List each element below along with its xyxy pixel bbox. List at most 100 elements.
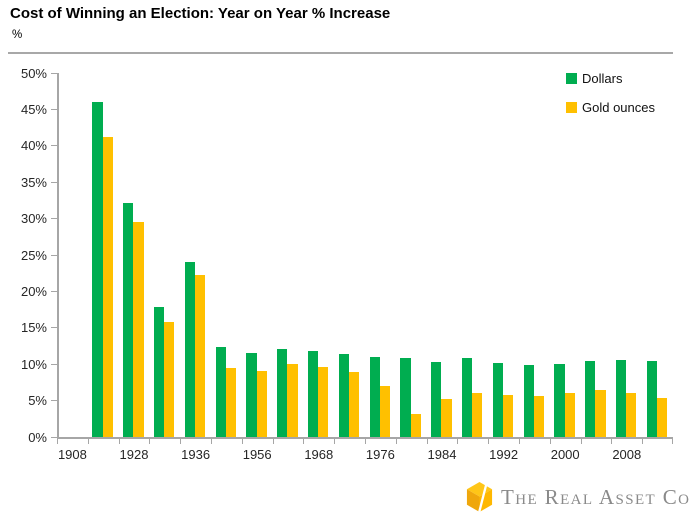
x-axis-tick [580, 439, 582, 444]
x-axis-tick-label: 1936 [181, 447, 211, 462]
y-axis-tick [51, 218, 57, 220]
x-axis-tick [272, 439, 274, 444]
x-axis-tick [642, 439, 644, 444]
x-axis-tick [334, 439, 336, 444]
x-axis-tick-label: 1956 [242, 447, 272, 462]
bar-gold-ounces-18 [626, 393, 637, 437]
bar-dollars-18 [616, 359, 627, 437]
y-axis-tick-label: 5% [28, 393, 47, 409]
x-axis-tick-label: 1908 [57, 447, 87, 462]
y-axis-line [57, 73, 59, 437]
x-axis-tick [457, 439, 459, 444]
bar-gold-ounces-3 [164, 321, 175, 437]
x-axis-tick [118, 439, 120, 444]
bar-dollars-5 [215, 346, 226, 437]
x-axis-tick [303, 439, 305, 444]
bar-dollars-14 [492, 362, 503, 437]
legend-item-dollars: Dollars [566, 70, 655, 86]
x-axis-tick-label: 1976 [365, 447, 395, 462]
bar-gold-ounces-11 [410, 413, 421, 437]
x-axis-tick-label: 1992 [489, 447, 519, 462]
bar-dollars-17 [585, 361, 596, 437]
bar-gold-ounces-6 [256, 371, 267, 437]
bar-dollars-19 [646, 361, 657, 437]
bar-dollars-10 [369, 356, 380, 437]
brand-name: The Real Asset Co [501, 484, 691, 509]
bar-gold-ounces-2 [133, 222, 144, 437]
bar-dollars-16 [554, 364, 565, 437]
y-axis-unit-label: % [12, 29, 23, 41]
x-axis-tick [426, 439, 428, 444]
x-axis-tick [241, 439, 243, 444]
legend: Dollars Gold ounces [566, 70, 655, 128]
x-axis-tick [488, 439, 490, 444]
legend-label-gold-ounces: Gold ounces [582, 99, 655, 115]
bar-gold-ounces-14 [502, 394, 514, 437]
header-divider [8, 52, 673, 54]
y-axis-tick [51, 363, 57, 365]
x-axis-tick-label: 2000 [550, 447, 580, 462]
x-axis-tick [365, 439, 366, 444]
plot-area: 0% 5% 10% 15% 20% 25% 30% 35% 40% 45% 50% 1908 1928 1… [21, 66, 673, 462]
x-axis-tick [519, 439, 520, 444]
bar-dollars-12 [431, 362, 442, 437]
y-axis-tick-label: 0% [28, 429, 47, 445]
bar-gold-ounces-15 [533, 396, 544, 437]
y-axis-tick-label: 45% [20, 101, 47, 117]
legend-label-dollars: Dollars [582, 70, 623, 86]
x-axis-tick [180, 439, 182, 444]
x-axis-tick-label: 1984 [427, 447, 457, 462]
gold-cube-icon [466, 482, 493, 513]
y-axis-tick [51, 400, 57, 402]
y-axis-tick-label: 20% [20, 283, 47, 299]
y-axis-tick-label: 15% [20, 320, 47, 336]
y-axis-tick [51, 181, 57, 183]
y-axis-tick-label: 10% [20, 356, 47, 372]
bar-dollars-15 [523, 364, 534, 437]
y-axis-tick [51, 436, 57, 438]
x-axis-tick-label: 1968 [304, 447, 334, 462]
x-axis-tick [149, 439, 151, 444]
bar-dollars-1 [92, 102, 103, 437]
y-axis-tick [51, 290, 57, 292]
bar-dollars-2 [123, 202, 134, 437]
bar-dollars-11 [400, 358, 411, 437]
x-axis-tick [57, 439, 58, 444]
y-axis-tick [51, 108, 57, 110]
y-axis-tick-label: 25% [20, 247, 47, 263]
x-axis-tick-label: 1928 [119, 447, 149, 462]
legend-swatch-gold-ounces [566, 101, 577, 113]
chart-title: Cost of Winning an Election: Year on Yea… [10, 5, 391, 22]
bar-gold-ounces-17 [595, 389, 606, 437]
bar-gold-ounces-8 [318, 367, 329, 437]
y-axis-tick [51, 145, 57, 147]
bar-dollars-8 [308, 351, 319, 437]
bar-dollars-4 [184, 261, 195, 437]
x-axis-tick [549, 439, 551, 444]
x-axis-tick-label: 2008 [612, 447, 642, 462]
y-axis-tick-label: 35% [20, 174, 47, 190]
y-axis-tick-label: 50% [20, 65, 47, 81]
bar-gold-ounces-12 [441, 399, 452, 437]
bar-gold-ounces-19 [656, 397, 668, 437]
bar-dollars-3 [154, 307, 165, 437]
bar-gold-ounces-10 [379, 386, 390, 437]
y-axis-tick-label: 40% [20, 138, 47, 154]
x-axis-tick [672, 439, 673, 444]
bar-dollars-6 [246, 352, 257, 437]
bar-gold-ounces-7 [287, 364, 298, 437]
bar-dollars-13 [462, 357, 473, 437]
y-axis-tick [51, 327, 57, 329]
y-axis-tick [51, 72, 57, 74]
x-axis-tick [395, 439, 397, 444]
bar-gold-ounces-1 [102, 137, 113, 437]
bar-gold-ounces-4 [194, 274, 206, 437]
bar-dollars-9 [338, 354, 349, 437]
legend-item-gold-ounces: Gold ounces [566, 99, 655, 115]
bar-gold-ounces-5 [225, 367, 236, 437]
bar-dollars-7 [277, 348, 288, 437]
legend-swatch-dollars [566, 72, 577, 84]
x-axis-tick [87, 439, 89, 444]
bar-gold-ounces-13 [472, 393, 483, 437]
y-axis-tick [51, 254, 57, 256]
